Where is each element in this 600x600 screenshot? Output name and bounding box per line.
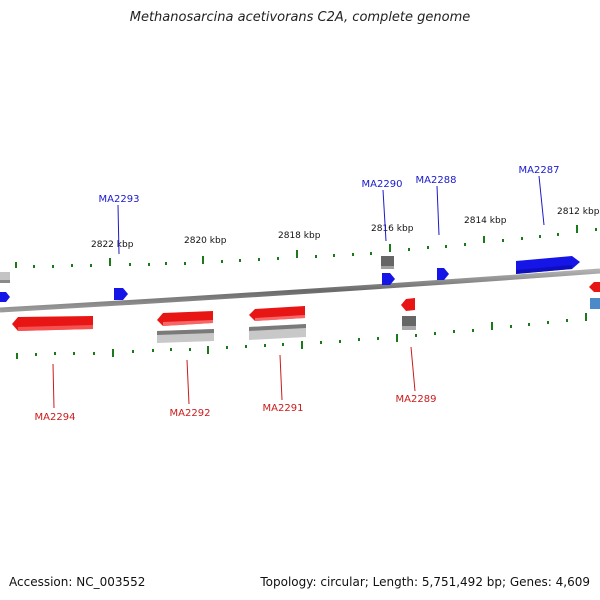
forward-features xyxy=(0,256,580,302)
feature-gray-2816[interactable] xyxy=(381,256,394,267)
gene-MA2289[interactable] xyxy=(401,298,415,311)
feature-light-left[interactable] xyxy=(0,272,10,280)
scale-label-2816: 2816 kbp xyxy=(371,224,414,234)
label-MA2287: MA2287 xyxy=(519,165,560,176)
label-MA2293: MA2293 xyxy=(99,194,140,205)
inner-tick-track xyxy=(16,313,587,359)
gene-forward-edge-left[interactable] xyxy=(0,292,10,302)
label-MA2289: MA2289 xyxy=(396,394,437,405)
reverse-features xyxy=(12,282,600,343)
gene-reverse-edge-right[interactable] xyxy=(589,282,600,292)
scale-label-2822: 2822 kbp xyxy=(91,240,134,250)
feature-gray-2289[interactable] xyxy=(402,316,416,328)
scale-label-2812: 2812 kbp xyxy=(557,207,600,217)
gene-MA2288[interactable] xyxy=(437,268,449,280)
map-title: Methanosarcina acetivorans C2A, complete… xyxy=(129,10,471,25)
outer-tick-track xyxy=(15,225,597,268)
gene-MA2293[interactable] xyxy=(114,288,128,300)
label-MA2291: MA2291 xyxy=(263,403,304,414)
genome-backbone xyxy=(0,268,600,313)
scale-label-2820: 2820 kbp xyxy=(184,236,227,246)
label-MA2288: MA2288 xyxy=(416,175,457,186)
gene-MA2290[interactable] xyxy=(382,273,395,285)
accession-text: Accession: NC_003552 xyxy=(9,575,146,589)
label-MA2294: MA2294 xyxy=(35,412,76,423)
feature-teal-right[interactable] xyxy=(590,298,600,309)
label-MA2292: MA2292 xyxy=(170,408,211,419)
scale-label-2818: 2818 kbp xyxy=(278,231,321,241)
genome-summary-text: Topology: circular; Length: 5,751,492 bp… xyxy=(260,575,590,589)
label-MA2290: MA2290 xyxy=(362,179,403,190)
scale-label-2814: 2814 kbp xyxy=(464,216,507,226)
